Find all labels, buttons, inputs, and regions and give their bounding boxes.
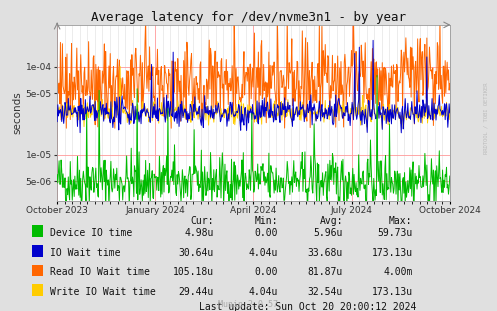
Text: 0.00: 0.00: [255, 267, 278, 277]
Text: 30.64u: 30.64u: [178, 248, 214, 258]
Text: Write IO Wait time: Write IO Wait time: [50, 287, 156, 297]
Text: Device IO time: Device IO time: [50, 228, 132, 238]
Text: Avg:: Avg:: [320, 216, 343, 226]
Text: 173.13u: 173.13u: [371, 287, 413, 297]
Text: 4.00m: 4.00m: [383, 267, 413, 277]
Text: IO Wait time: IO Wait time: [50, 248, 120, 258]
Text: 4.04u: 4.04u: [249, 248, 278, 258]
Text: 0.00: 0.00: [255, 228, 278, 238]
Text: Munin 2.0.57: Munin 2.0.57: [219, 300, 278, 309]
Text: Average latency for /dev/nvme3n1 - by year: Average latency for /dev/nvme3n1 - by ye…: [91, 11, 406, 24]
Text: 33.68u: 33.68u: [308, 248, 343, 258]
Text: 173.13u: 173.13u: [371, 248, 413, 258]
Text: Min:: Min:: [255, 216, 278, 226]
Text: 105.18u: 105.18u: [172, 267, 214, 277]
Text: 4.04u: 4.04u: [249, 287, 278, 297]
Text: 5.96u: 5.96u: [314, 228, 343, 238]
Text: 29.44u: 29.44u: [178, 287, 214, 297]
Text: Read IO Wait time: Read IO Wait time: [50, 267, 150, 277]
Text: Max:: Max:: [389, 216, 413, 226]
Text: Last update: Sun Oct 20 20:00:12 2024: Last update: Sun Oct 20 20:00:12 2024: [199, 302, 417, 311]
Text: 81.87u: 81.87u: [308, 267, 343, 277]
Y-axis label: seconds: seconds: [13, 91, 23, 134]
Text: Cur:: Cur:: [190, 216, 214, 226]
Text: 4.98u: 4.98u: [184, 228, 214, 238]
Text: RRDTOOL / TOBI OETIKER: RRDTOOL / TOBI OETIKER: [484, 82, 489, 154]
Text: 59.73u: 59.73u: [377, 228, 413, 238]
Text: 32.54u: 32.54u: [308, 287, 343, 297]
